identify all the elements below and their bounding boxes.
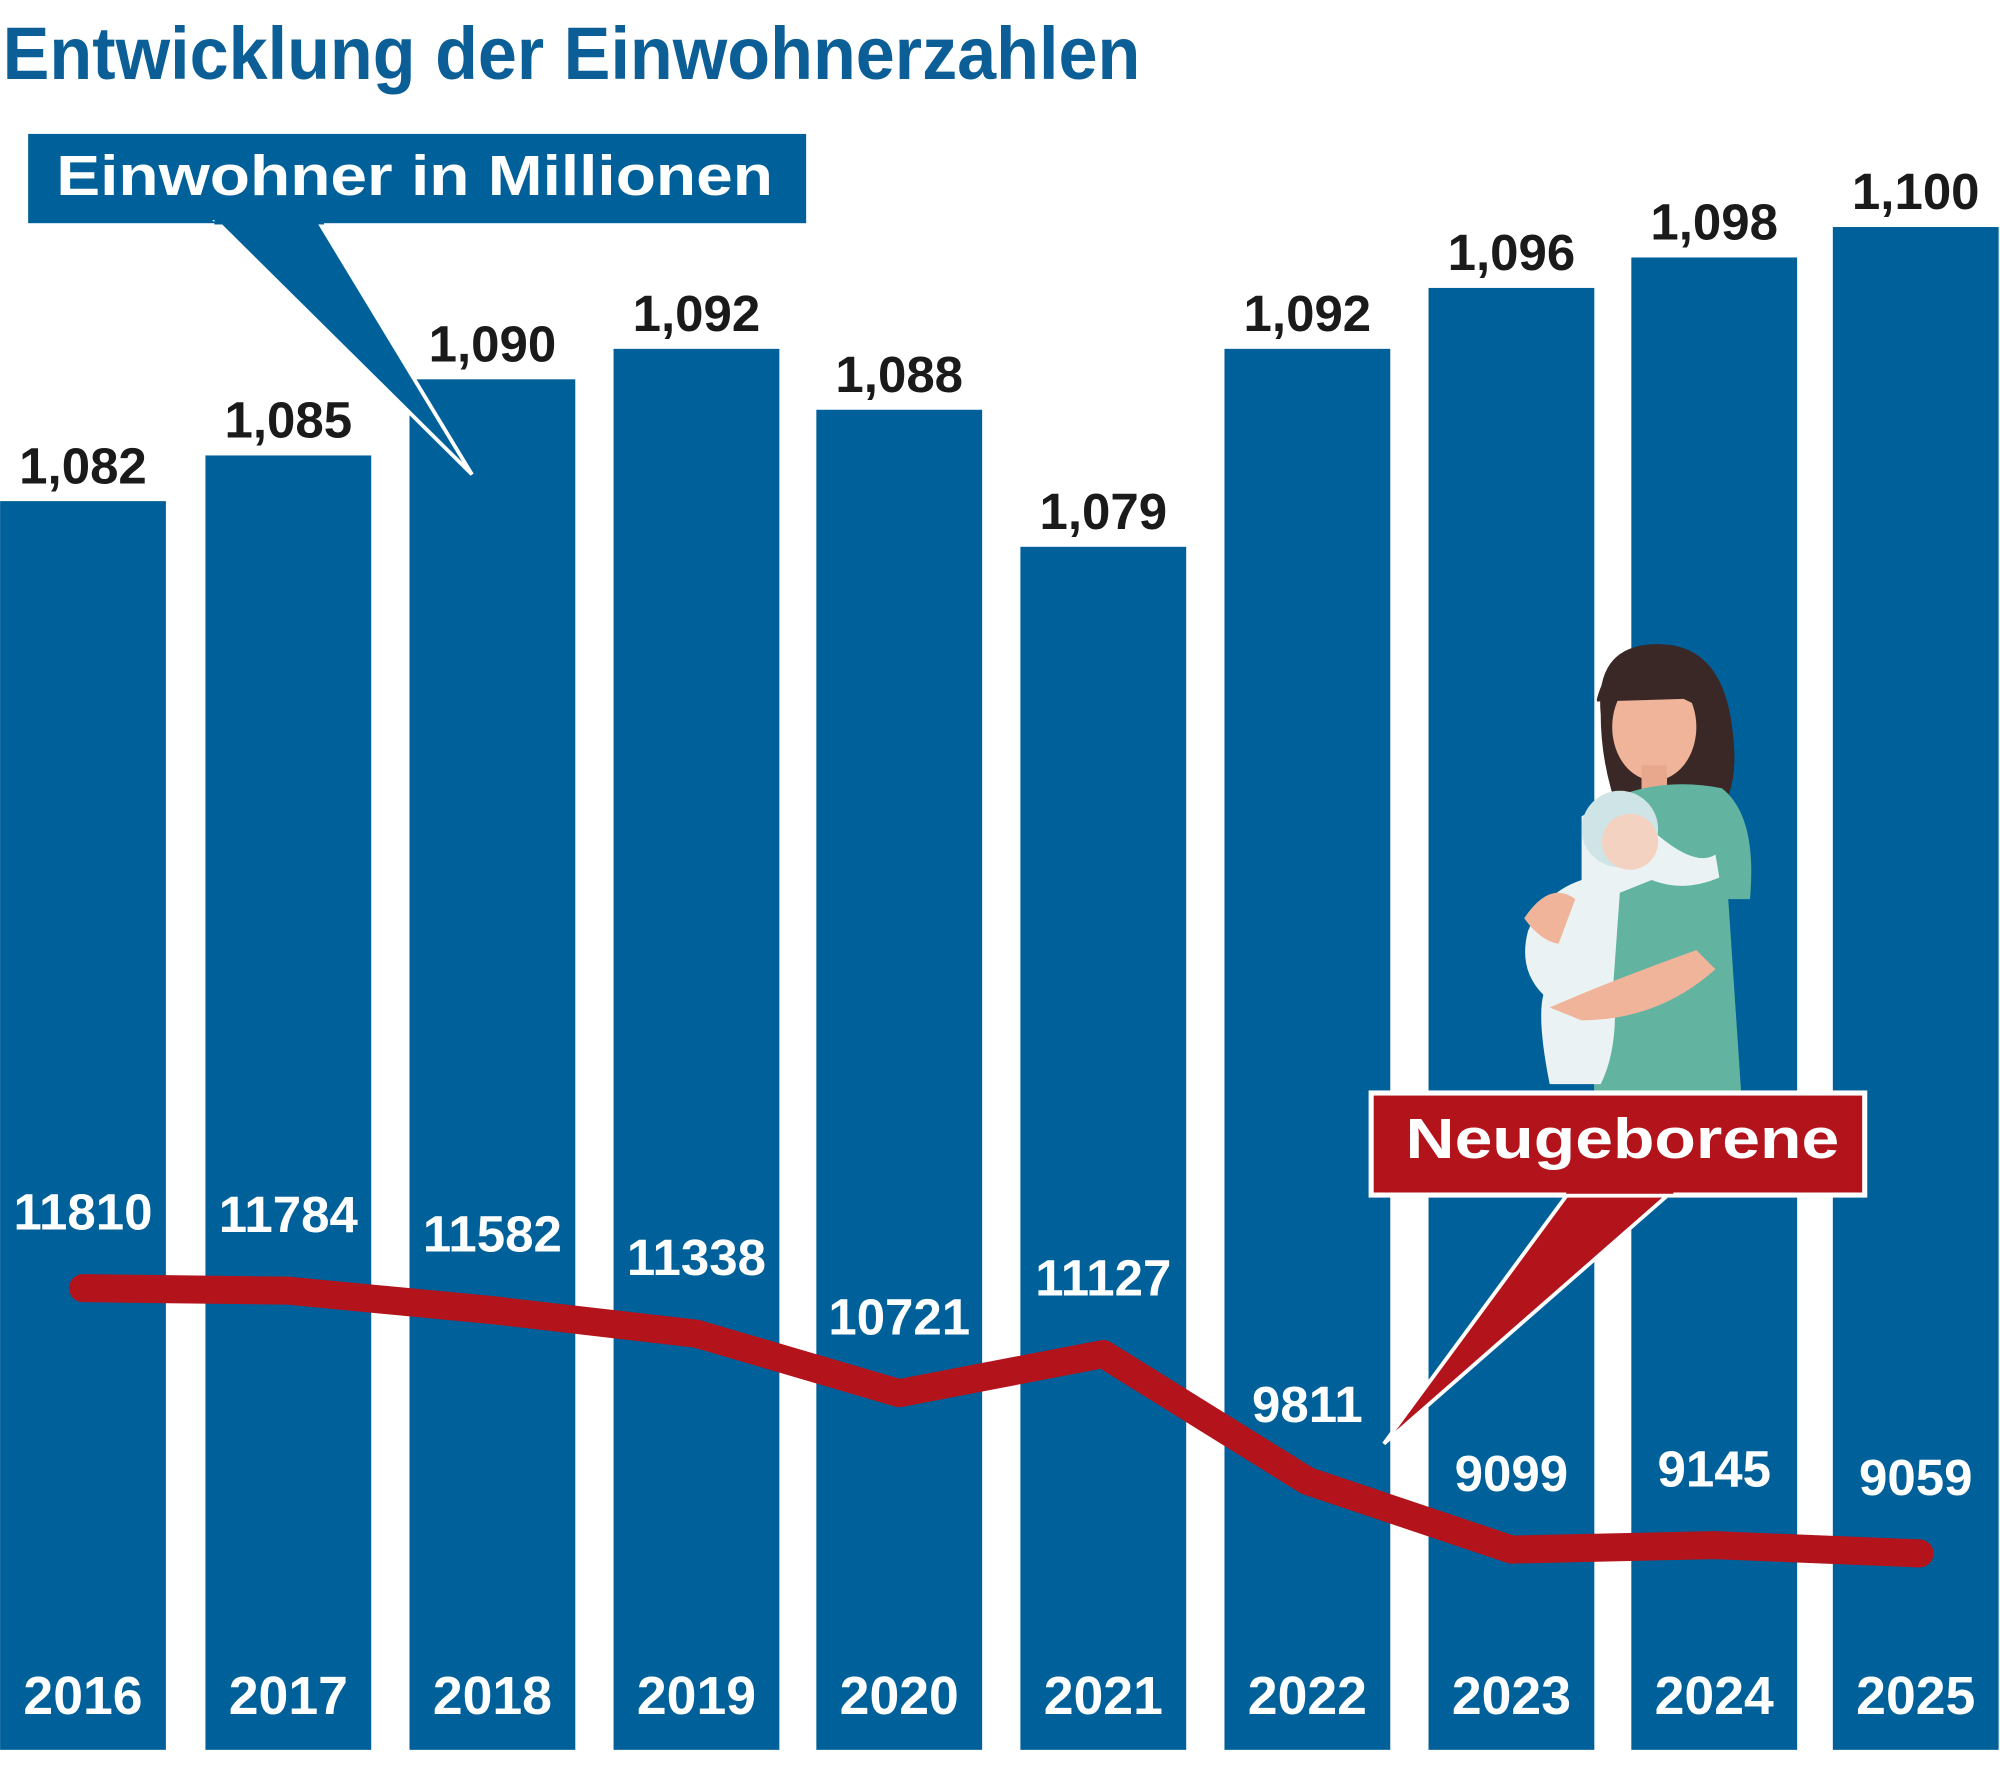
bar-2016: [0, 501, 166, 1750]
year-label-2016: 2016: [23, 1667, 142, 1726]
newborns-point-2016: [81, 1286, 85, 1290]
bar-value-label-2023: 1,096: [1448, 224, 1576, 281]
year-label-2018: 2018: [433, 1667, 552, 1726]
bar-value-label-2021: 1,079: [1039, 483, 1167, 540]
legend-callout-population: Einwohner in Millionen: [28, 133, 807, 476]
newborns-value-label-2024: 9145: [1657, 1440, 1770, 1497]
bar-2019: [613, 348, 780, 1750]
newborns-value-label-2019: 11338: [627, 1229, 766, 1286]
newborns-value-label-2021: 11127: [1035, 1249, 1171, 1306]
bar-group: 1,082 1,085 1,090 1,092 1,088 1,079 1,092 1,096…: [0, 163, 1999, 1750]
year-label-2019: 2019: [637, 1667, 756, 1726]
legend-box-newborns: [1368, 1090, 1868, 1198]
legend-label-newborns: Neugeborene: [1406, 1107, 1840, 1170]
legend-box-population: [28, 133, 807, 224]
newborns-value-label-2017: 11784: [219, 1186, 359, 1243]
newborns-point-2018: [491, 1308, 494, 1312]
newborns-point-2024: [1712, 1543, 1716, 1547]
newborns-point-2023: [1510, 1548, 1513, 1551]
year-label-group: 2016 2017 2018 2019 2020 2021 2022 2023 2024 2025: [23, 1667, 1975, 1726]
bar-2018: [409, 379, 576, 1750]
newborns-value-label-2022: 9811: [1252, 1376, 1363, 1433]
newborns-line: [68, 1274, 1934, 1568]
newborns-value-label-2023: 9099: [1455, 1445, 1568, 1502]
year-label-2024: 2024: [1655, 1667, 1774, 1726]
newborns-point-2019: [695, 1332, 698, 1335]
bar-value-label-2024: 1,098: [1650, 194, 1778, 251]
bar-2022: [1224, 348, 1391, 1750]
legend-callout-newborns: Neugeborene: [1368, 1090, 1868, 1446]
newborns-value-label-2016: 11810: [13, 1183, 152, 1240]
bar-2021: [1020, 546, 1187, 1750]
newborns-point-2017: [287, 1289, 290, 1292]
newborns-value-label-2020: 10721: [828, 1288, 970, 1345]
newborns-point-2025: [1918, 1552, 1921, 1555]
bar-value-label-2017: 1,085: [225, 392, 353, 449]
newborns-value-label-2025: 9059: [1859, 1449, 1972, 1506]
bar-value-label-2018: 1,090: [429, 315, 557, 372]
bar-value-label-2016: 1,082: [19, 437, 147, 494]
bar-value-label-2019: 1,092: [633, 285, 761, 342]
newborns-value-label-2018: 11582: [423, 1205, 562, 1262]
legend-label-population: Einwohner in Millionen: [56, 144, 773, 207]
bar-2017: [205, 455, 372, 1750]
bar-2025: [1832, 227, 1999, 1750]
newborns-line-group: 11810 11784 11582 11338 10721 11127 9811 9099 91…: [13, 1183, 1972, 1568]
bar-value-label-2025: 1,100: [1852, 163, 1980, 220]
bar-value-label-2020: 1,088: [835, 346, 963, 403]
mother-baby-illustration: [1524, 644, 1752, 1091]
year-label-2025: 2025: [1856, 1667, 1975, 1726]
newborns-point-2020: [897, 1391, 901, 1395]
chart-title: Entwicklung der Einwohnerzahlen: [3, 12, 1141, 95]
year-label-2021: 2021: [1044, 1667, 1163, 1726]
newborns-point-2022: [1306, 1479, 1309, 1483]
year-label-2020: 2020: [840, 1667, 959, 1726]
bar-value-label-2022: 1,092: [1244, 285, 1372, 342]
year-label-2017: 2017: [229, 1667, 348, 1726]
year-label-2022: 2022: [1248, 1667, 1367, 1726]
newborns-point-2021: [1102, 1352, 1105, 1356]
year-label-2023: 2023: [1452, 1667, 1571, 1726]
bar-2020: [816, 409, 983, 1750]
